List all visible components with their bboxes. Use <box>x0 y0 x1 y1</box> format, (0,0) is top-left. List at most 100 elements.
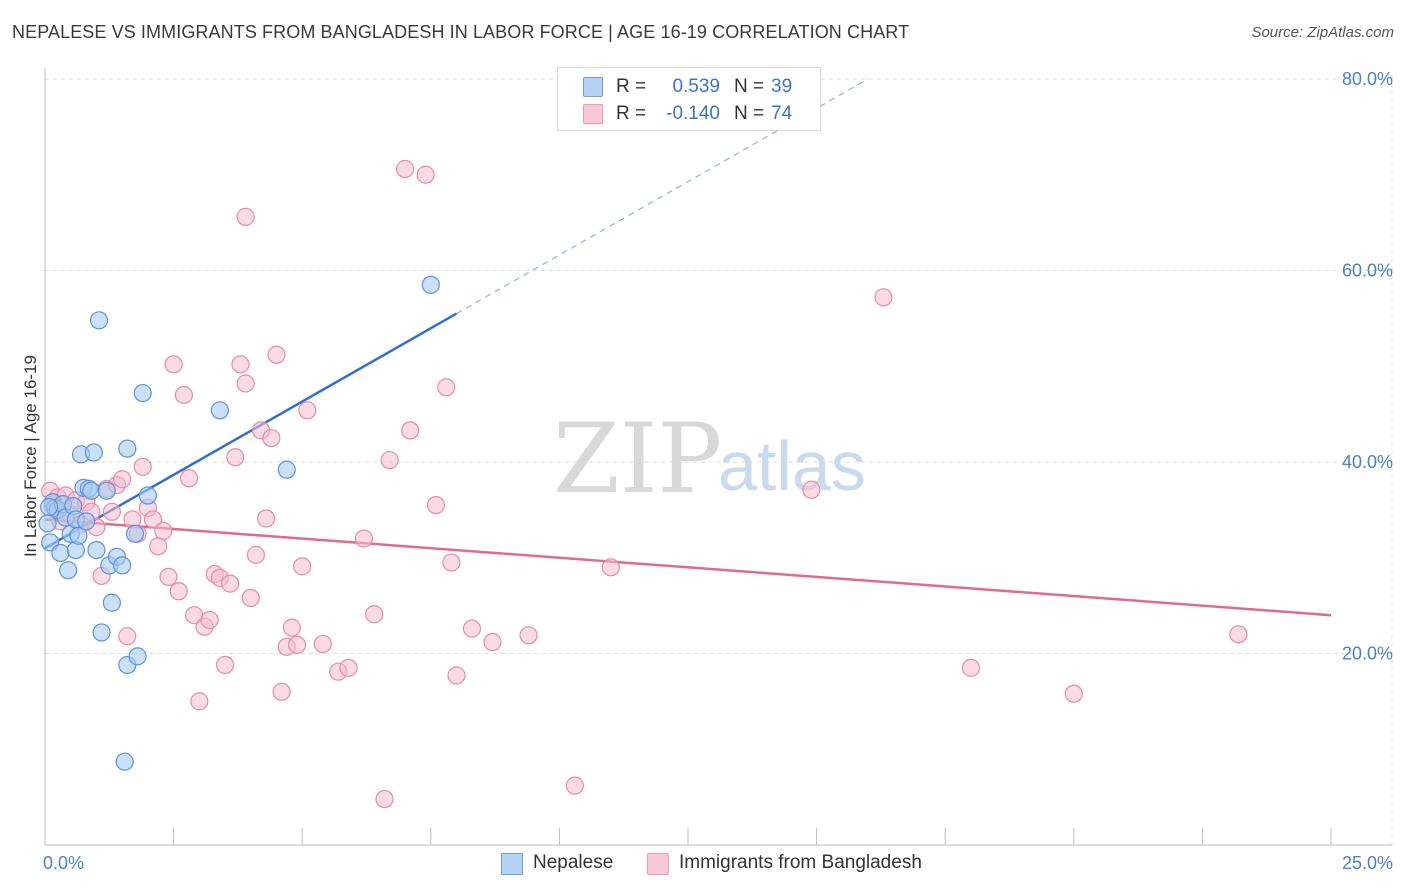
point-bangladesh <box>113 470 132 489</box>
legend-r-value: -0.140 <box>666 103 720 124</box>
point-bangladesh <box>169 582 188 601</box>
chart-title: NEPALESE VS IMMIGRANTS FROM BANGLADESH I… <box>12 22 910 42</box>
point-bangladesh <box>426 495 446 515</box>
point-bangladesh <box>416 165 435 184</box>
legend-r-value: 0.539 <box>672 76 720 97</box>
point-bangladesh <box>236 207 255 226</box>
legend-r-label: R = <box>616 76 647 97</box>
point-bangladesh <box>179 469 199 488</box>
point-bangladesh <box>215 655 235 675</box>
trend-lines <box>44 78 1332 617</box>
watermark-zip: ZIP <box>553 403 722 515</box>
correlation-legend: R = 0.539 N = 39 R = -0.140 N = 74 <box>557 67 821 131</box>
point-nepalese <box>89 311 109 330</box>
point-nepalese <box>59 561 78 580</box>
y-tick-label: 80.0% <box>1342 69 1393 89</box>
point-bangladesh <box>102 502 121 521</box>
bottom-legend-label-bangladesh: Immigrants from Bangladesh <box>679 852 922 873</box>
legend-n-label: N = <box>734 103 765 124</box>
point-nepalese <box>84 443 103 462</box>
tick-labels: 20.0% 40.0% 60.0% 80.0% 0.0% 25.0% <box>43 69 1393 873</box>
point-bangladesh <box>442 553 461 572</box>
point-bangladesh <box>262 428 281 448</box>
point-nepalese <box>113 556 132 575</box>
point-bangladesh <box>565 776 584 795</box>
x-tick-label-min: 0.0% <box>43 853 84 873</box>
point-bangladesh <box>159 567 178 587</box>
point-bangladesh <box>401 421 420 440</box>
point-bangladesh <box>154 521 173 541</box>
point-bangladesh <box>164 355 183 374</box>
point-bangladesh <box>354 529 374 548</box>
point-bangladesh <box>483 632 502 652</box>
point-bangladesh <box>375 789 394 809</box>
point-bangladesh <box>1229 625 1248 644</box>
point-nepalese <box>421 275 440 294</box>
point-bangladesh <box>298 401 317 420</box>
trend-line-bangladesh <box>44 518 1332 617</box>
point-bangladesh <box>241 588 260 608</box>
point-nepalese <box>102 593 121 612</box>
point-nepalese <box>277 460 296 479</box>
grid-lines <box>45 75 1393 845</box>
y-tick-label: 20.0% <box>1342 644 1393 664</box>
point-nepalese <box>97 481 116 500</box>
point-bangladesh <box>231 355 250 374</box>
point-nepalese <box>82 481 101 500</box>
point-bangladesh <box>149 537 168 556</box>
point-nepalese <box>125 524 145 543</box>
point-nepalese <box>69 526 88 545</box>
y-tick-label: 60.0% <box>1342 261 1393 281</box>
point-bangladesh <box>143 510 163 529</box>
legend-swatch-nepalese <box>583 77 603 97</box>
points-bangladesh <box>41 159 1248 809</box>
point-bangladesh <box>133 457 152 476</box>
x-tick-label-max: 25.0% <box>1342 853 1393 873</box>
point-nepalese <box>133 383 152 403</box>
point-nepalese <box>87 540 106 560</box>
point-bangladesh <box>257 509 276 528</box>
legend-n-label: N = <box>734 76 765 97</box>
point-bangladesh <box>313 634 332 654</box>
trend-line-nepalese-extension <box>456 78 869 315</box>
point-bangladesh <box>200 610 219 630</box>
point-bangladesh <box>395 159 415 179</box>
source-credit: Source: ZipAtlas.com <box>1251 24 1394 41</box>
point-bangladesh <box>961 658 981 677</box>
point-bangladesh <box>174 385 193 405</box>
point-bangladesh <box>365 605 384 624</box>
point-bangladesh <box>462 619 482 638</box>
point-bangladesh <box>246 545 266 564</box>
point-nepalese <box>128 647 147 666</box>
point-bangladesh <box>874 288 893 307</box>
point-bangladesh <box>519 626 538 645</box>
legend-n-value: 39 <box>771 76 793 97</box>
legend-n-value: 74 <box>771 103 793 124</box>
bottom-legend-swatch-nepalese <box>501 853 523 875</box>
point-bangladesh <box>447 666 466 685</box>
point-bangladesh <box>1064 684 1083 703</box>
point-bangladesh <box>221 574 240 593</box>
point-bangladesh <box>282 618 302 637</box>
point-bangladesh <box>236 374 255 393</box>
point-bangladesh <box>267 345 286 364</box>
y-axis-label: In Labor Force | Age 16-19 <box>21 355 40 557</box>
point-bangladesh <box>601 558 620 577</box>
point-nepalese <box>138 486 157 505</box>
point-bangladesh <box>802 480 821 499</box>
bottom-legend-swatch-bangladesh <box>647 853 669 875</box>
point-bangladesh <box>380 450 399 470</box>
point-bangladesh <box>272 682 291 701</box>
axes <box>44 68 1392 846</box>
point-bangladesh <box>339 658 358 677</box>
point-bangladesh <box>190 692 209 711</box>
bottom-legend-label-nepalese: Nepalese <box>533 852 614 873</box>
point-bangladesh <box>287 635 307 654</box>
point-nepalese <box>92 623 111 642</box>
legend-swatch-bangladesh <box>583 104 603 124</box>
point-bangladesh <box>437 378 456 397</box>
y-tick-label: 40.0% <box>1342 452 1393 472</box>
watermark-atlas: atlas <box>718 427 866 505</box>
watermark: ZIP atlas <box>553 403 866 515</box>
